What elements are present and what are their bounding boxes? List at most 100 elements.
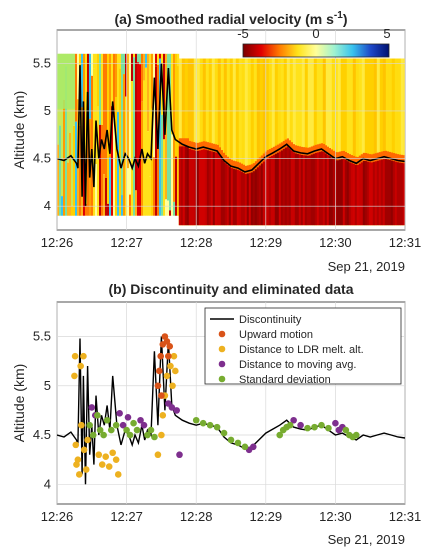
std-dev-marker xyxy=(89,431,97,439)
panel-b: (b) Discontinuity and eliminated data 12… xyxy=(11,281,421,547)
std-dev-marker xyxy=(276,431,284,439)
moving-avg-marker xyxy=(88,404,96,411)
panel-a-ylabel: Altitude (km) xyxy=(11,91,27,170)
std-dev-marker xyxy=(352,431,360,439)
std-dev-marker xyxy=(227,436,235,444)
panel-b-xtick-label: 12:31 xyxy=(389,509,422,524)
panel-b-xtick-label: 12:29 xyxy=(250,509,283,524)
std-dev-marker xyxy=(206,421,214,429)
legend-entry: Distance to moving avg. xyxy=(239,359,356,371)
panel-b-ytick-label: 5.5 xyxy=(33,328,51,343)
std-dev-marker xyxy=(342,426,350,434)
legend-entry: Discontinuity xyxy=(239,314,302,326)
panel-a-xtick-label: 12:30 xyxy=(319,235,352,250)
panel-a-xtick-label: 12:31 xyxy=(389,235,422,250)
moving-avg-marker xyxy=(332,419,339,427)
panel-a-ticks: 12:26 12:27 12:28 12:29 12:30 12:31 4 4.5 5 5.5 xyxy=(33,55,421,250)
panel-b-title: (b) Discontinuity and eliminated data xyxy=(108,281,353,297)
ldr-marker xyxy=(71,352,79,360)
panel-b-ticks: 12:26 12:27 12:28 12:29 12:30 12:31 4 4.5 5 5.5 xyxy=(33,328,421,524)
std-dev-marker xyxy=(213,423,221,431)
std-dev-marker xyxy=(241,443,249,451)
legend-entry: Standard deviation xyxy=(239,374,331,386)
moving-avg-marker xyxy=(119,421,127,429)
upward-marker xyxy=(157,352,165,360)
moving-avg-marker xyxy=(116,410,123,417)
ldr-marker xyxy=(114,471,122,478)
moving-avg-marker xyxy=(173,407,181,414)
std-dev-marker xyxy=(123,426,130,434)
colorbar: -5 0 5 xyxy=(237,26,391,58)
legend-swatch-marker xyxy=(218,375,226,383)
upward-marker xyxy=(163,338,171,345)
ldr-marker xyxy=(77,362,84,370)
ldr-marker xyxy=(109,449,116,457)
panel-a-ytick-label: 5 xyxy=(44,103,51,118)
ldr-marker xyxy=(170,352,178,360)
panel-b-ytick-label: 4.5 xyxy=(33,427,51,442)
panel-a-xtick-label: 12:28 xyxy=(180,235,213,250)
ldr-marker xyxy=(84,436,91,444)
colorbar-tick-mid: 0 xyxy=(312,26,319,41)
std-dev-marker xyxy=(199,419,207,427)
moving-avg-marker xyxy=(124,413,132,421)
panel-a-xtick-label: 12:26 xyxy=(41,235,74,250)
std-dev-marker xyxy=(112,421,120,429)
moving-avg-marker xyxy=(297,421,304,429)
std-dev-marker xyxy=(234,439,242,447)
panel-a-ytick-label: 5.5 xyxy=(33,55,51,70)
panel-a-ytick-label: 4.5 xyxy=(33,151,51,166)
heatmap-layer xyxy=(57,53,405,226)
std-dev-marker xyxy=(144,431,151,439)
moving-avg-marker xyxy=(290,416,297,424)
moving-avg-marker xyxy=(168,404,176,411)
ldr-marker xyxy=(72,441,80,449)
panel-a-xtick-label: 12:27 xyxy=(110,235,143,250)
panel-b-xtick-label: 12:30 xyxy=(319,509,352,524)
std-dev-marker xyxy=(107,426,115,434)
panel-b-xtick-label: 12:27 xyxy=(110,509,143,524)
ldr-marker xyxy=(163,372,171,380)
ldr-marker xyxy=(167,362,174,370)
ldr-marker xyxy=(71,372,78,380)
std-dev-marker xyxy=(311,423,318,431)
panel-a-discontinuity-line xyxy=(57,63,405,207)
upward-marker xyxy=(154,382,162,390)
panel-b-xtick-label: 12:28 xyxy=(180,509,213,524)
ldr-marker xyxy=(74,456,82,463)
panel-b-plot xyxy=(57,333,405,485)
colorbar-gradient xyxy=(242,43,390,58)
std-dev-marker xyxy=(103,416,111,424)
panel-b-ytick-label: 4 xyxy=(44,476,51,491)
ldr-marker xyxy=(158,431,165,439)
upward-marker xyxy=(158,392,165,399)
ldr-marker xyxy=(98,461,106,468)
ldr-marker xyxy=(80,352,87,360)
panel-a: (a) Smoothed radial velocity (m s-1) 12:… xyxy=(11,10,421,274)
moving-avg-marker xyxy=(137,416,144,424)
std-dev-marker xyxy=(304,424,311,432)
colorbar-tick-max: 5 xyxy=(383,26,390,41)
std-dev-marker xyxy=(133,426,141,434)
std-dev-marker xyxy=(86,421,94,429)
panel-a-date-label: Sep 21, 2019 xyxy=(328,259,405,274)
legend-swatch-marker xyxy=(218,360,226,368)
ldr-marker xyxy=(154,451,162,459)
colorbar-tick-min: -5 xyxy=(237,26,249,41)
std-dev-marker xyxy=(318,421,325,429)
std-dev-marker xyxy=(286,421,294,429)
ldr-marker xyxy=(102,453,110,461)
std-dev-marker xyxy=(151,433,158,441)
std-dev-marker xyxy=(94,412,101,419)
upward-marker xyxy=(166,343,174,350)
moving-avg-marker xyxy=(249,443,257,451)
panel-a-xtick-label: 12:29 xyxy=(250,235,283,250)
panel-b-xtick-label: 12:26 xyxy=(41,509,74,524)
ldr-marker xyxy=(80,446,88,454)
ldr-marker xyxy=(159,412,167,419)
panel-b-ytick-label: 5 xyxy=(44,378,51,393)
std-dev-marker xyxy=(192,416,200,424)
ldr-marker xyxy=(112,456,120,463)
moving-avg-marker xyxy=(176,451,183,459)
